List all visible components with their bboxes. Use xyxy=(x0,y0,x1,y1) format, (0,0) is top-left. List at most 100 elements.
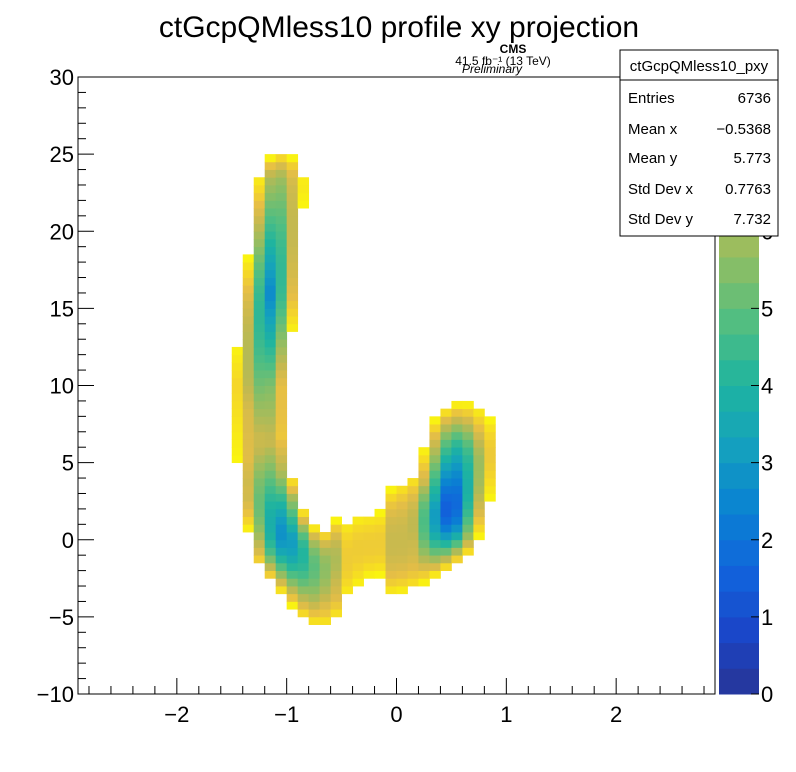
heatmap-cell xyxy=(341,555,353,564)
heatmap-cell xyxy=(231,439,244,448)
heatmap-cell xyxy=(440,547,452,556)
palette-bin xyxy=(719,668,759,695)
heatmap-cell xyxy=(242,470,255,479)
heatmap-cell xyxy=(242,493,255,502)
heatmap-cell xyxy=(253,223,266,232)
heatmap-cell xyxy=(242,254,255,263)
heatmap-cell xyxy=(275,354,288,363)
heatmap-cell xyxy=(440,408,452,417)
heatmap-cell xyxy=(231,354,244,363)
heatmap-cell xyxy=(286,493,299,502)
heatmap-cell xyxy=(286,231,299,240)
heatmap-cell xyxy=(396,539,408,548)
y-tick-label: 30 xyxy=(50,65,74,90)
heatmap-cell xyxy=(275,408,288,417)
heatmap-cell xyxy=(396,501,408,510)
heatmap-cell xyxy=(440,462,452,471)
heatmap-cell xyxy=(429,508,441,518)
heatmap-cell xyxy=(473,424,485,433)
heatmap-cell xyxy=(440,439,452,448)
heatmap-cell xyxy=(473,508,485,518)
chart-title: ctGcpQMless10 profile xy projection xyxy=(159,11,639,44)
heatmap-cell xyxy=(330,586,342,595)
heatmap-cell xyxy=(319,593,332,602)
heatmap-cell xyxy=(440,431,452,440)
heatmap-cell xyxy=(264,539,277,548)
heatmap-cell xyxy=(264,231,277,240)
heatmap-cell xyxy=(275,215,288,224)
heatmap-cell xyxy=(242,524,255,533)
heatmap-cell xyxy=(440,508,452,518)
heatmap-cell xyxy=(462,547,474,556)
heatmap-cell xyxy=(264,447,277,456)
heatmap-cell xyxy=(297,200,310,209)
heatmap-cell xyxy=(275,501,288,510)
stats-label-std-dev-y: Std Dev y xyxy=(628,211,694,228)
heatmap-cell xyxy=(363,547,375,556)
heatmap-cell xyxy=(275,246,288,255)
heatmap-cell xyxy=(275,431,288,440)
heatmap-cell xyxy=(231,377,244,386)
heatmap-cell xyxy=(473,493,485,502)
heatmap-cell xyxy=(451,539,463,548)
palette-bin xyxy=(719,565,759,592)
heatmap-cell xyxy=(286,161,299,170)
heatmap-cell xyxy=(308,562,321,571)
heatmap-cell xyxy=(330,609,342,618)
heatmap-cell xyxy=(352,570,364,579)
heatmap-cell xyxy=(242,300,255,309)
heatmap-cell xyxy=(462,408,474,417)
heatmap-cell xyxy=(308,547,321,556)
heatmap-cell xyxy=(341,547,353,556)
heatmap-cell xyxy=(264,416,277,425)
heatmap-cell xyxy=(264,200,277,209)
heatmap-cell xyxy=(451,462,463,471)
heatmap-cell xyxy=(242,485,255,494)
heatmap-cell xyxy=(484,416,496,425)
heatmap-cell xyxy=(330,555,342,564)
heatmap-cell xyxy=(286,292,299,302)
heatmap-cell xyxy=(264,462,277,471)
heatmap-cell xyxy=(440,470,452,479)
heatmap-cell xyxy=(275,177,288,186)
heatmap-cell xyxy=(253,308,266,317)
x-tick-label: −1 xyxy=(274,702,299,727)
heatmap-cell xyxy=(374,539,386,548)
heatmap-cell xyxy=(275,169,288,178)
heatmap-cell xyxy=(275,277,288,286)
heatmap-cell xyxy=(363,516,375,525)
heatmap-cell xyxy=(418,539,430,548)
heatmap-cell xyxy=(286,215,299,224)
heatmap-cell xyxy=(407,555,419,564)
heatmap-cell xyxy=(385,493,397,502)
heatmap-cell xyxy=(308,593,321,602)
heatmap-cell xyxy=(264,408,277,417)
heatmap-cell xyxy=(286,601,299,610)
heatmap-cell xyxy=(264,223,277,232)
heatmap-cell xyxy=(275,547,288,556)
heatmap-cell xyxy=(341,570,353,579)
heatmap-cell xyxy=(407,478,419,487)
heatmap-cell xyxy=(418,578,430,587)
heatmap-cell xyxy=(451,424,463,433)
heatmap-cell xyxy=(231,400,244,410)
heatmap-cell xyxy=(429,539,441,548)
heatmap-cell xyxy=(418,447,430,456)
y-tick-label: −5 xyxy=(49,605,74,630)
heatmap-cell xyxy=(275,238,288,248)
heatmap-cell xyxy=(429,547,441,556)
heatmap-cell xyxy=(319,570,332,579)
heatmap-cell xyxy=(308,616,321,625)
heatmap-cell xyxy=(253,524,266,533)
heatmap-cell xyxy=(429,516,441,525)
heatmap-cell xyxy=(275,300,288,309)
heatmap-cell xyxy=(264,292,277,302)
heatmap-cell xyxy=(308,578,321,587)
heatmap-cell xyxy=(374,532,386,541)
heatmap-cell xyxy=(264,555,277,564)
heatmap-cell xyxy=(440,454,452,464)
heatmap-cell xyxy=(242,424,255,433)
heatmap-cell xyxy=(253,346,266,356)
heatmap-cell xyxy=(264,215,277,224)
